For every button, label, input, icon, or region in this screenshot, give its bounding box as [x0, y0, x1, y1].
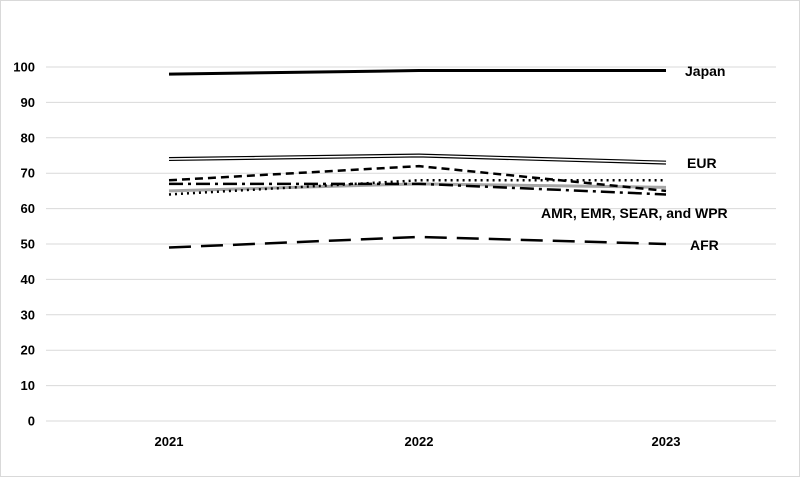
- y-tick-label: 10: [21, 378, 35, 393]
- y-tick-label: 50: [21, 237, 35, 252]
- y-tick-label: 80: [21, 130, 35, 145]
- series-line-eur-outer: [168, 153, 667, 165]
- y-tick-label: 70: [21, 166, 35, 181]
- y-tick-label: 90: [21, 95, 35, 110]
- annotation-amr-emr-sear-wpr: AMR, EMR, SEAR, and WPR: [541, 205, 728, 221]
- y-tick-label: 100: [13, 60, 35, 75]
- x-tick-label: 2021: [155, 434, 184, 449]
- y-tick-label: 0: [28, 414, 35, 429]
- series-lines: [168, 69, 667, 249]
- x-tick-label: 2022: [405, 434, 434, 449]
- annotation-afr: AFR: [690, 237, 719, 253]
- series-line-japan: [168, 69, 666, 76]
- x-axis-ticks: 2021 2022 2023: [155, 434, 681, 449]
- series-line-group-3: [168, 179, 666, 196]
- y-tick-label: 20: [21, 343, 35, 358]
- y-tick-label: 30: [21, 307, 35, 322]
- series-line-eur-inner: [168, 154, 667, 164]
- series-line-group-4: [169, 182, 667, 196]
- y-axis-ticks: 0 10 20 30 40 50 60 70 80 90 100: [13, 60, 35, 429]
- series-line-group-2: [168, 164, 667, 193]
- annotation-japan: Japan: [685, 63, 725, 79]
- series-line-afr: [168, 235, 667, 249]
- x-tick-label: 2023: [652, 434, 681, 449]
- series-labels: Japan EUR AMR, EMR, SEAR, and WPR AFR: [541, 63, 728, 253]
- y-tick-label: 40: [21, 272, 35, 287]
- y-tick-label: 60: [21, 201, 35, 216]
- annotation-eur: EUR: [687, 155, 717, 171]
- gridlines: [46, 66, 776, 422]
